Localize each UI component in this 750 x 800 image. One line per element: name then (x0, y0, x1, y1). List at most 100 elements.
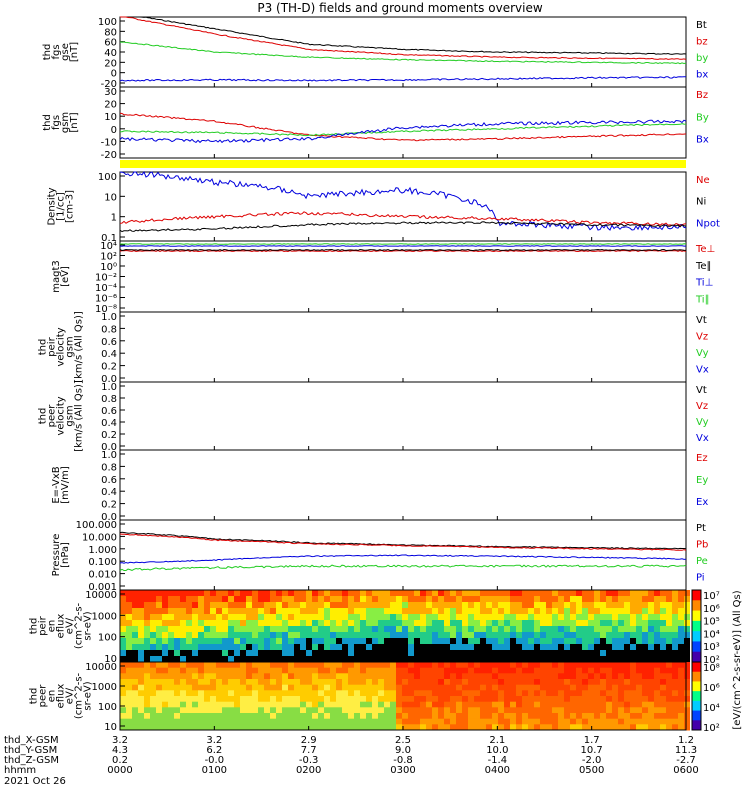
spectrogram-cell (522, 596, 528, 603)
spectrogram-cell (480, 644, 486, 651)
spectrogram-cell (540, 679, 546, 686)
spectrogram-cell (192, 707, 198, 714)
spectrogram-cell (552, 662, 558, 669)
spectrogram-cell (594, 608, 600, 615)
spectrogram-cell (276, 662, 282, 669)
spectrogram-cell (348, 701, 354, 708)
spectrogram-cell (360, 667, 366, 674)
spectrogram-cell (480, 656, 486, 663)
spectrogram-cell (246, 713, 252, 720)
spectrogram-cell (276, 696, 282, 703)
colorbar-segment (692, 600, 701, 612)
spectrogram-cell (246, 644, 252, 651)
spectrogram-cell (474, 650, 480, 657)
spectrogram-cell (636, 626, 642, 633)
spectrogram-cell (678, 667, 684, 674)
spectrogram-cell (198, 718, 204, 725)
spectrogram-cell (516, 656, 522, 663)
spectrogram-cell (270, 650, 276, 657)
spectrogram-cell (504, 707, 510, 714)
spectrogram-cell (138, 608, 144, 615)
spectrogram-cell (582, 667, 588, 674)
panel-frame (119, 86, 687, 159)
spectrogram-cell (612, 718, 618, 725)
spectrogram-cell (360, 718, 366, 725)
spectrogram-cell (336, 662, 342, 669)
spectrogram-cell (408, 590, 414, 597)
spectrogram-cell (198, 684, 204, 691)
spectrogram-cell (360, 608, 366, 615)
ylabel-line: [km/s (All Qs)] (74, 380, 85, 452)
spectrogram-cell (450, 690, 456, 697)
spectrogram-cell (540, 620, 546, 627)
spectrogram-cell (546, 626, 552, 633)
spectrogram-cell (666, 662, 672, 669)
legend-Npot: Npot (696, 218, 720, 229)
spectrogram-cell (672, 713, 678, 720)
spectrogram-cell (288, 638, 294, 645)
ytick-label: 10 (104, 112, 117, 123)
spectrogram-cell (528, 673, 534, 680)
spectrogram-cell (600, 701, 606, 708)
spectrogram-cell (312, 602, 318, 609)
spectrogram-cell (126, 656, 132, 663)
spectrogram-cell (426, 638, 432, 645)
spectrogram-cell (576, 656, 582, 663)
spectrogram-cell (276, 718, 282, 725)
spectrogram-cell (618, 590, 624, 597)
spectrogram-cell (240, 718, 246, 725)
spectrogram-cell (594, 632, 600, 639)
legend-Vz: Vz (696, 401, 708, 412)
spectrogram-cell (198, 696, 204, 703)
spectrogram-cell (120, 638, 126, 645)
spectrogram-cell (510, 684, 516, 691)
spectrogram-cell (612, 656, 618, 663)
spectrogram-cell (264, 679, 270, 686)
spectrogram-cell (342, 608, 348, 615)
spectrogram-cell (462, 656, 468, 663)
spectrogram-cell (420, 701, 426, 708)
spectrogram-cell (456, 690, 462, 697)
spectrogram-cell (258, 590, 264, 597)
spectrogram-cell (678, 644, 684, 651)
spectrogram-cell (240, 713, 246, 720)
spectrogram-cell (516, 696, 522, 703)
spectrogram-cell (264, 626, 270, 633)
spectrogram-cell (198, 724, 204, 731)
spectrogram-cell (534, 690, 540, 697)
ytick-label: 0.2 (101, 500, 117, 511)
spectrogram-cell (306, 626, 312, 633)
spectrogram-cell (450, 620, 456, 627)
legend-Bt: Bt (696, 20, 707, 31)
spectrogram-cell (558, 713, 564, 720)
spectrogram-cell (276, 713, 282, 720)
spectrogram-cell (234, 590, 240, 597)
spectrogram-cell (180, 620, 186, 627)
spectrogram-cell (126, 614, 132, 621)
spectrogram-cell (594, 620, 600, 627)
spectrogram-cell (666, 626, 672, 633)
spectrogram-cell (210, 632, 216, 639)
spectrogram-cell (558, 620, 564, 627)
spectrogram-cell (666, 718, 672, 725)
spectrogram-cell (354, 724, 360, 731)
spectrogram-cell (684, 690, 690, 697)
spectrogram-cell (156, 650, 162, 657)
spectrogram-cell (222, 701, 228, 708)
spectrogram-cell (132, 690, 138, 697)
spectrogram-cell (492, 724, 498, 731)
ephem-label: hhmm (4, 765, 36, 776)
spectrogram-cell (546, 614, 552, 621)
spectrogram-cell (228, 713, 234, 720)
spectrogram-cell (444, 713, 450, 720)
spectrogram-cell (288, 644, 294, 651)
spectrogram-cell (660, 713, 666, 720)
spectrogram-cell (516, 614, 522, 621)
spectrogram-cell (138, 718, 144, 725)
spectrogram-cell (360, 696, 366, 703)
spectrogram-cell (270, 684, 276, 691)
panel-frame (119, 449, 687, 521)
spectrogram-cell (186, 696, 192, 703)
spectrogram-cell (120, 608, 126, 615)
spectrogram-cell (144, 724, 150, 731)
